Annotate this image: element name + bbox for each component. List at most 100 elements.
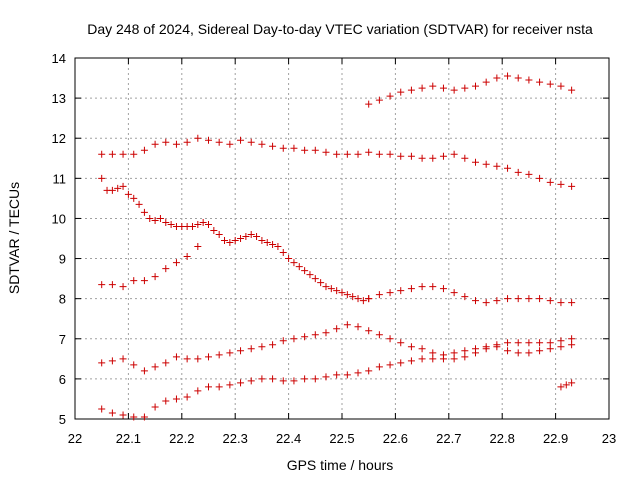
data-point (386, 335, 394, 343)
series-track-h (557, 379, 576, 391)
data-point (247, 230, 255, 238)
x-tick-label: 22.8 (490, 431, 515, 446)
data-point (354, 323, 362, 331)
data-point (568, 182, 576, 190)
data-point (258, 140, 266, 148)
data-point (450, 289, 458, 297)
data-point (359, 297, 367, 305)
data-point (322, 373, 330, 381)
data-point (258, 237, 266, 245)
data-point (290, 259, 298, 267)
data-point (140, 146, 148, 154)
data-point (269, 241, 277, 249)
data-point (514, 74, 522, 82)
data-point (172, 395, 180, 403)
y-tick-label: 7 (59, 332, 66, 347)
data-point (365, 327, 373, 335)
data-point (504, 339, 512, 347)
data-point (568, 379, 576, 387)
data-point (215, 383, 223, 391)
data-point (183, 253, 191, 261)
data-point (306, 271, 314, 279)
data-point (375, 363, 383, 371)
data-point (333, 150, 341, 158)
data-point (407, 343, 415, 351)
series-track-d (98, 243, 202, 291)
data-point (557, 180, 565, 188)
data-point (429, 82, 437, 90)
data-point (231, 237, 239, 245)
data-point (568, 341, 576, 349)
x-tick-label: 22.6 (383, 431, 408, 446)
data-point (343, 371, 351, 379)
data-point (557, 82, 565, 90)
data-point (108, 150, 116, 158)
data-point (429, 355, 437, 363)
data-point (386, 150, 394, 158)
data-point (151, 273, 159, 281)
data-point (450, 150, 458, 158)
data-point (108, 186, 116, 194)
data-point (237, 347, 245, 355)
data-point (365, 148, 373, 156)
data-point (188, 222, 196, 230)
data-point (130, 150, 138, 158)
data-point (108, 357, 116, 365)
data-point (546, 178, 554, 186)
data-point (375, 291, 383, 299)
data-point (183, 355, 191, 363)
y-tick-label: 13 (52, 91, 66, 106)
data-point (285, 255, 293, 263)
data-point (194, 243, 202, 251)
data-point (247, 138, 255, 146)
data-point (301, 375, 309, 383)
data-point (269, 375, 277, 383)
data-point (151, 216, 159, 224)
y-tick-label: 10 (52, 211, 66, 226)
data-point (536, 295, 544, 303)
data-point (536, 339, 544, 347)
data-point (279, 249, 287, 257)
y-tick-label: 6 (59, 372, 66, 387)
data-point (514, 339, 522, 347)
series-track-f (98, 321, 576, 375)
data-point (269, 341, 277, 349)
data-point (333, 325, 341, 333)
data-point (504, 164, 512, 172)
data-point (98, 150, 106, 158)
data-point (482, 299, 490, 307)
data-point (205, 383, 212, 391)
data-point (568, 335, 576, 343)
y-axis-label: SDTVAR / TECUs (6, 182, 22, 294)
data-point (546, 345, 554, 353)
data-point (397, 359, 405, 367)
data-point (375, 331, 383, 339)
data-point (418, 283, 426, 291)
data-point (461, 293, 469, 301)
data-point (98, 405, 106, 413)
data-point (130, 277, 138, 285)
x-tick-label: 22 (68, 431, 82, 446)
data-point (295, 263, 303, 271)
data-point (119, 411, 127, 419)
data-point (450, 355, 458, 363)
data-point (221, 237, 229, 245)
data-point (322, 283, 330, 291)
data-point (247, 377, 255, 385)
data-point (124, 190, 132, 198)
data-point (407, 357, 415, 365)
data-point (172, 353, 180, 361)
data-point (429, 154, 437, 162)
x-axis-label: GPS time / hours (287, 457, 394, 473)
data-point (205, 353, 212, 361)
data-point (493, 162, 501, 170)
data-point (557, 337, 565, 345)
data-point (536, 78, 544, 86)
data-point (482, 160, 490, 168)
data-point (290, 335, 298, 343)
data-point (135, 200, 143, 208)
data-point (514, 349, 522, 357)
data-point (130, 194, 138, 202)
data-point (172, 140, 180, 148)
